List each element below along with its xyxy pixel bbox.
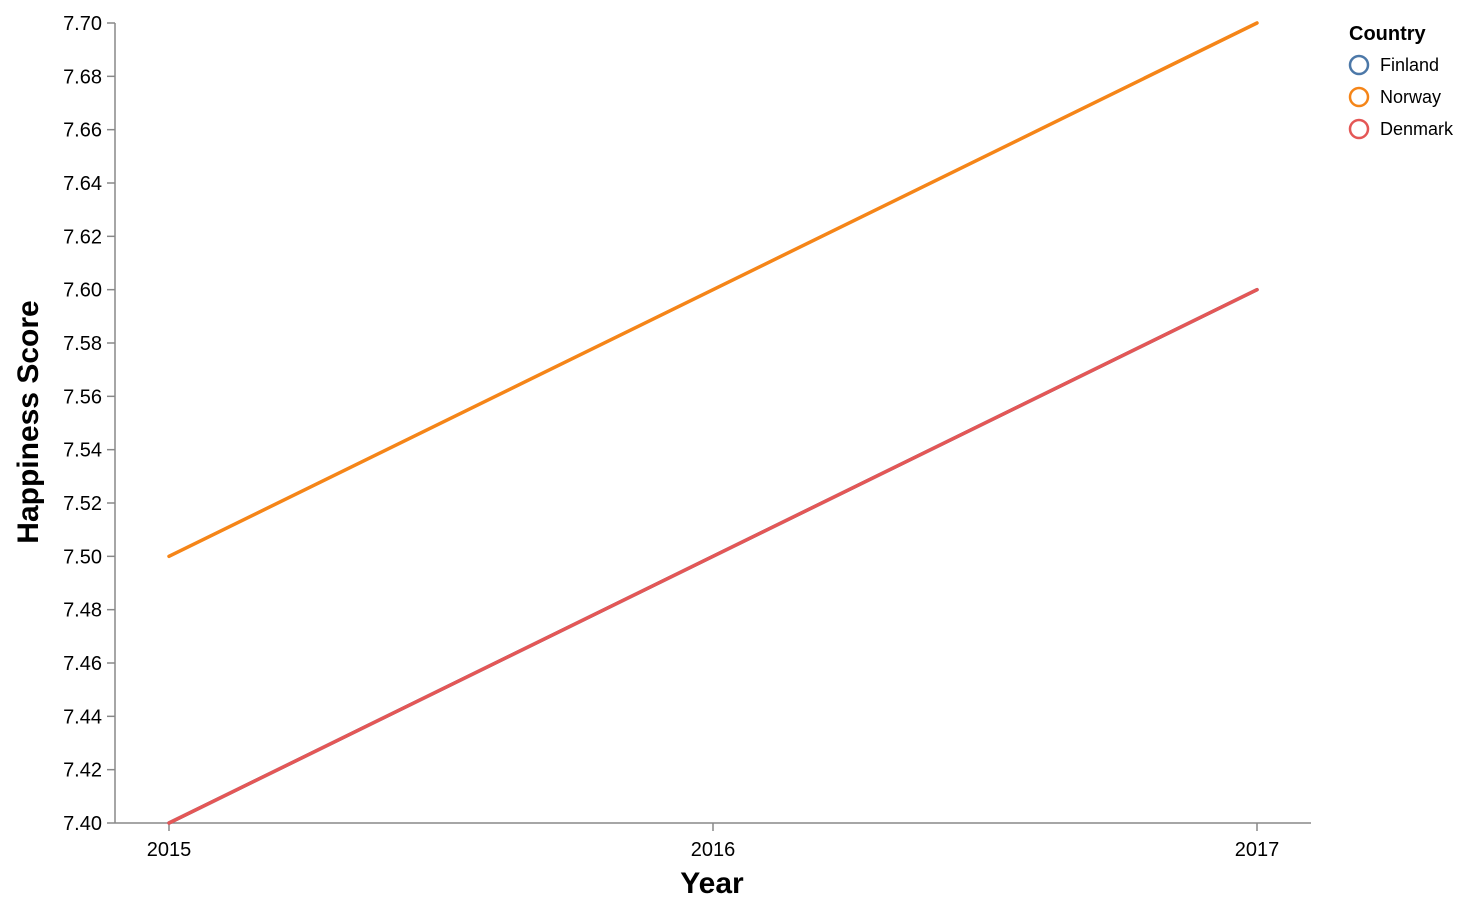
y-tick-label: 7.50 (63, 546, 102, 568)
y-tick-label: 7.70 (63, 13, 102, 35)
x-axis-title: Year (680, 867, 744, 900)
series-line-denmark (167, 287, 1259, 825)
legend-symbol (1348, 118, 1370, 140)
y-tick-label: 7.46 (63, 653, 102, 675)
series-line-norway (167, 21, 1259, 559)
y-tick-label: 7.54 (63, 440, 102, 462)
legend-items: Finland Norway Denmark (1348, 54, 1454, 140)
y-tick-label: 7.44 (63, 706, 102, 728)
y-tick-label: 7.56 (63, 386, 102, 408)
y-tick-label: 7.60 (63, 280, 102, 302)
series-layer (167, 21, 1259, 825)
y-tick-label: 7.68 (63, 66, 102, 88)
y-tick-label: 7.48 (63, 600, 102, 622)
y-axis: 7.40 7.42 7.44 7.46 7.48 7.50 7.52 7.54 7.56 7.58… (63, 13, 116, 835)
y-tick-label: 7.66 (63, 120, 102, 142)
legend-item-finland: Finland (1348, 54, 1439, 76)
y-axis-title: Happiness Score (12, 300, 45, 543)
legend-item-denmark: Denmark (1348, 118, 1454, 140)
x-tick-label: 2016 (691, 839, 736, 861)
y-tick-label: 7.52 (63, 493, 102, 515)
legend: Country Finland Norway Denmark (1348, 23, 1454, 140)
legend-label: Norway (1380, 87, 1441, 107)
legend-label: Denmark (1380, 119, 1454, 139)
x-tick-label: 2015 (147, 839, 192, 861)
y-tick-label: 7.62 (63, 226, 102, 248)
x-axis: 2015 2016 2017 (115, 822, 1311, 861)
x-tick-label: 2017 (1235, 839, 1280, 861)
legend-symbol (1348, 86, 1370, 108)
y-tick-label: 7.40 (63, 813, 102, 835)
legend-item-norway: Norway (1348, 86, 1441, 108)
legend-label: Finland (1380, 55, 1439, 75)
y-tick-label: 7.42 (63, 760, 102, 782)
legend-title: Country (1349, 23, 1427, 45)
y-tick-label: 7.64 (63, 173, 102, 195)
y-tick-label: 7.58 (63, 333, 102, 355)
legend-symbol (1348, 54, 1370, 76)
